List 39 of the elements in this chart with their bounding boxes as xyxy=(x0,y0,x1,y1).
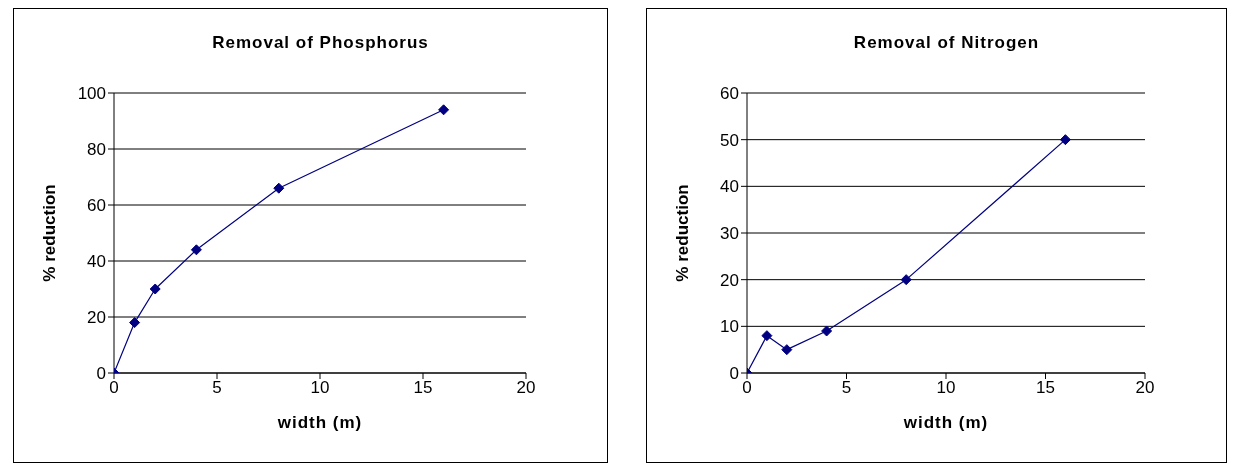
y-tick-label: 0 xyxy=(96,364,106,384)
point xyxy=(761,330,773,342)
x-axis-title: width (m) xyxy=(276,413,363,432)
point xyxy=(781,344,793,356)
y-tick-label: 20 xyxy=(87,308,106,328)
x-tick-label: 15 xyxy=(413,378,433,398)
y-tick-label: 80 xyxy=(87,140,106,160)
y-tick-label: 40 xyxy=(720,177,739,197)
x-tick-label: 5 xyxy=(841,378,852,398)
x-tick-label: 5 xyxy=(212,378,222,398)
chart-title: Removal of Phosphorus xyxy=(211,33,430,53)
point xyxy=(129,317,141,329)
x-tick-label: 20 xyxy=(1135,378,1155,398)
y-tick-label: 30 xyxy=(720,224,739,244)
point xyxy=(821,325,833,337)
x-tick-label: 15 xyxy=(1036,378,1055,398)
y-tick-label: 60 xyxy=(720,84,739,104)
x-axis-title: width (m) xyxy=(902,413,989,432)
y-axis-title: % reduction xyxy=(40,184,60,282)
y-tick-label: 10 xyxy=(720,317,739,337)
point xyxy=(438,104,450,116)
point xyxy=(1059,134,1071,146)
x-tick-label: 10 xyxy=(936,378,956,398)
y-tick-label: 0 xyxy=(729,364,739,384)
point xyxy=(900,274,912,286)
x-tick-label: 0 xyxy=(742,378,752,398)
x-tick-label: 10 xyxy=(310,378,330,398)
point xyxy=(190,244,202,256)
x-tick-label: 20 xyxy=(516,378,536,398)
y-tick-label: 60 xyxy=(87,196,106,216)
y-tick-label: 100 xyxy=(77,84,106,104)
y-axis-title: % reduction xyxy=(673,184,693,282)
x-tick-label: 0 xyxy=(109,378,119,398)
chart-title: Removal of Nitrogen xyxy=(852,33,1041,53)
y-tick-label: 50 xyxy=(720,130,739,150)
point xyxy=(273,182,285,194)
y-tick-label: 40 xyxy=(87,252,106,272)
point xyxy=(149,283,161,295)
y-tick-label: 20 xyxy=(720,270,739,290)
